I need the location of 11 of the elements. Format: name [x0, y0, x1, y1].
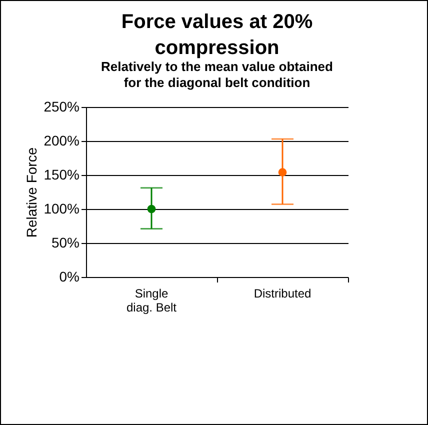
chart-subtitle: Relatively to the mean value obtained for the diagonal belt condition — [101, 59, 334, 90]
y-tick-label: 200% — [44, 132, 80, 148]
x-tick-label: Distributed — [254, 286, 312, 300]
y-tick-label: 50% — [51, 234, 80, 250]
x-tick-label: Single diag. Belt — [126, 286, 178, 314]
y-tick-label: 150% — [44, 166, 80, 182]
y-tick-label: 0% — [59, 268, 80, 284]
chart-title: Force values at 20% compression — [121, 11, 313, 59]
y-tick-label: 250% — [44, 98, 80, 114]
y-axis-title: Relative Force — [24, 147, 40, 238]
y-tick-label: 100% — [44, 200, 80, 216]
